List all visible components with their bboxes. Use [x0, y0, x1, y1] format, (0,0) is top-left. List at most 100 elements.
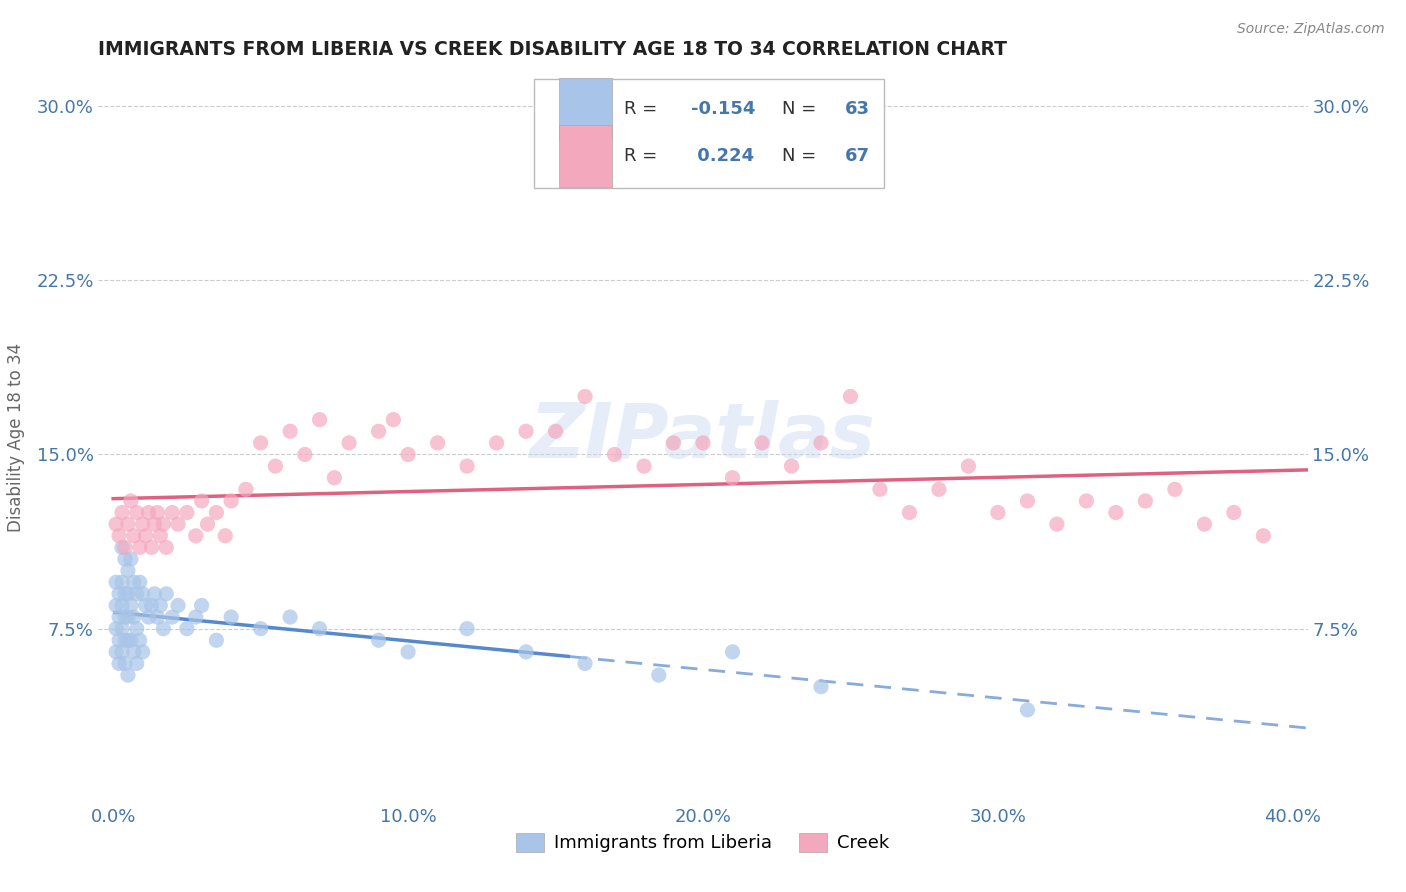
Point — [117, 668, 139, 682]
Point — [692, 436, 714, 450]
Point — [396, 645, 419, 659]
Point — [810, 436, 832, 450]
Point — [117, 564, 139, 578]
Point — [1017, 494, 1039, 508]
Text: R =: R = — [624, 147, 664, 165]
Point — [1046, 517, 1069, 532]
Text: IMMIGRANTS FROM LIBERIA VS CREEK DISABILITY AGE 18 TO 34 CORRELATION CHART: IMMIGRANTS FROM LIBERIA VS CREEK DISABIL… — [98, 39, 1008, 59]
Point — [111, 541, 134, 555]
Point — [108, 657, 131, 671]
Text: Source: ZipAtlas.com: Source: ZipAtlas.com — [1237, 22, 1385, 37]
Point — [114, 610, 136, 624]
Point — [308, 412, 330, 426]
Point — [114, 633, 136, 648]
Point — [105, 645, 128, 659]
Point — [367, 633, 389, 648]
Point — [574, 389, 596, 403]
Point — [122, 575, 145, 590]
Point — [184, 610, 207, 624]
Point — [105, 599, 128, 613]
Point — [485, 436, 508, 450]
Point — [120, 494, 142, 508]
Point — [108, 633, 131, 648]
Point — [122, 610, 145, 624]
Point — [249, 436, 271, 450]
Point — [143, 587, 166, 601]
Point — [323, 471, 346, 485]
Point — [122, 645, 145, 659]
Point — [155, 587, 177, 601]
Point — [1164, 483, 1187, 497]
Point — [108, 529, 131, 543]
Point — [1076, 494, 1098, 508]
Point — [928, 483, 950, 497]
Point — [155, 541, 177, 555]
Point — [125, 506, 148, 520]
Point — [152, 517, 174, 532]
Point — [111, 622, 134, 636]
Point — [149, 599, 172, 613]
Point — [141, 599, 163, 613]
Point — [662, 436, 685, 450]
Point — [1194, 517, 1216, 532]
Point — [138, 506, 160, 520]
Point — [544, 424, 567, 438]
Point — [308, 622, 330, 636]
Text: R =: R = — [624, 100, 664, 118]
Point — [515, 424, 537, 438]
Point — [111, 599, 134, 613]
Point — [125, 587, 148, 601]
Point — [780, 459, 803, 474]
Point — [105, 575, 128, 590]
Point — [111, 645, 134, 659]
FancyBboxPatch shape — [560, 78, 613, 140]
Point — [114, 587, 136, 601]
Point — [128, 633, 150, 648]
Point — [957, 459, 980, 474]
Point — [143, 517, 166, 532]
Point — [128, 575, 150, 590]
Point — [249, 622, 271, 636]
Point — [138, 610, 160, 624]
Point — [128, 541, 150, 555]
Point — [294, 448, 316, 462]
Point — [382, 412, 405, 426]
Point — [219, 610, 242, 624]
Point — [367, 424, 389, 438]
Point — [111, 575, 134, 590]
Point — [120, 552, 142, 566]
Point — [120, 599, 142, 613]
Point — [108, 587, 131, 601]
Point — [114, 541, 136, 555]
Point — [117, 610, 139, 624]
Y-axis label: Disability Age 18 to 34: Disability Age 18 to 34 — [7, 343, 25, 532]
Point — [105, 517, 128, 532]
Legend: Immigrants from Liberia, Creek: Immigrants from Liberia, Creek — [509, 826, 897, 860]
Point — [751, 436, 773, 450]
Point — [898, 506, 921, 520]
Text: -0.154: -0.154 — [690, 100, 755, 118]
Text: N =: N = — [782, 100, 821, 118]
Text: 63: 63 — [845, 100, 869, 118]
Point — [176, 506, 198, 520]
Point — [117, 633, 139, 648]
Point — [869, 483, 891, 497]
Point — [721, 645, 744, 659]
Text: N =: N = — [782, 147, 821, 165]
Point — [648, 668, 671, 682]
Point — [160, 506, 183, 520]
Point — [235, 483, 257, 497]
Point — [1135, 494, 1157, 508]
Point — [426, 436, 449, 450]
Point — [149, 529, 172, 543]
Point — [574, 657, 596, 671]
Point — [125, 622, 148, 636]
Point — [456, 459, 478, 474]
Point — [219, 494, 242, 508]
Point — [337, 436, 360, 450]
Text: 67: 67 — [845, 147, 869, 165]
Point — [160, 610, 183, 624]
FancyBboxPatch shape — [560, 126, 613, 186]
Point — [810, 680, 832, 694]
Point — [205, 506, 228, 520]
